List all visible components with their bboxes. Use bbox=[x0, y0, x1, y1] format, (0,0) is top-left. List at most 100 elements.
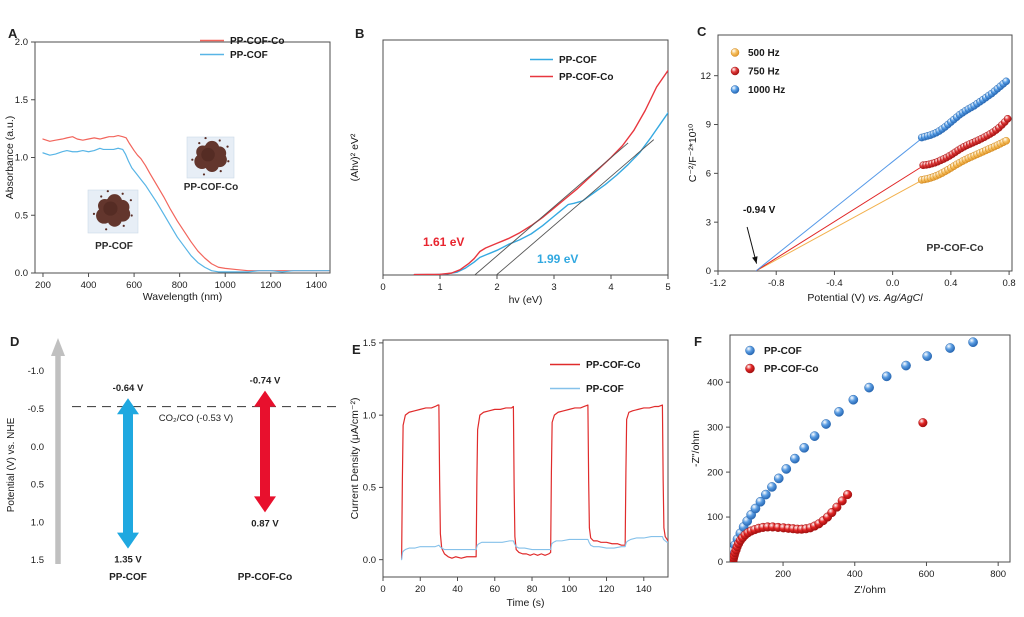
series-group bbox=[413, 69, 668, 275]
cb-potential-PP-COF-Co: -0.74 V bbox=[250, 376, 281, 387]
inset-label-PP-COF: PP-COF bbox=[95, 241, 133, 252]
legend: 500 Hz 750 Hz 1000 Hz bbox=[730, 48, 785, 96]
legend-label: PP-COF-Co bbox=[764, 364, 818, 375]
annotation-1.99 eV: 1.99 eV bbox=[537, 252, 578, 266]
panel-a-chart: 200 400 600 800 1000 1200 1400 0.0 0.5 1.0 1.5 2.0 W… bbox=[4, 36, 331, 303]
y-tick-label: 9 bbox=[706, 120, 711, 131]
inset-photo-PP-COF bbox=[87, 189, 139, 234]
fit-line bbox=[755, 136, 924, 271]
x-tick-label: 1200 bbox=[260, 280, 281, 291]
y-tick-label: -0.5 bbox=[28, 404, 44, 415]
y-tick-label: 1.0 bbox=[363, 410, 376, 421]
cb-potential-PP-COF: -0.64 V bbox=[113, 383, 144, 394]
panel-c-letter: C bbox=[697, 24, 707, 39]
x-tick-label: 0 bbox=[380, 584, 385, 595]
y-tick-label: 1.0 bbox=[31, 517, 44, 528]
y-axis-label: Current Density (μA/cm⁻²) bbox=[349, 398, 361, 520]
x-tick-label: 40 bbox=[452, 584, 463, 595]
data-point bbox=[750, 503, 761, 514]
x-axis-label: Time (s) bbox=[506, 597, 544, 609]
powder-sample-blob bbox=[92, 190, 133, 231]
arrow-head bbox=[752, 256, 758, 264]
legend-label: 750 Hz bbox=[748, 67, 780, 78]
y-tick-label: 2.0 bbox=[15, 37, 28, 48]
x-tick-label: 5 bbox=[665, 282, 670, 293]
data-point bbox=[864, 382, 874, 393]
x-tick-label: 100 bbox=[561, 584, 577, 595]
y-tick-label: 0.5 bbox=[363, 483, 376, 494]
data-point bbox=[1002, 77, 1011, 86]
axes bbox=[726, 334, 1011, 566]
data-point bbox=[945, 343, 955, 353]
annotation-1.61 eV: 1.61 eV bbox=[423, 235, 464, 249]
data-point bbox=[901, 360, 911, 371]
panel-c-mott-schottky: C -1.2 -0.8 -0.4 0.0 0.4 0.8 0 3 6 9 12 Potential (… bbox=[685, 0, 1024, 322]
series-line-PP-COF-Co bbox=[401, 404, 668, 559]
series-scatter-750 Hz bbox=[919, 114, 1012, 170]
inset-label-PP-COF-Co: PP-COF-Co bbox=[184, 182, 238, 193]
x-tick-label: 1 bbox=[437, 282, 442, 293]
x-tick-label: -0.4 bbox=[826, 278, 842, 289]
legend: PP-COF PP-COF-Co bbox=[745, 345, 818, 375]
inset-photo-PP-COF-Co bbox=[186, 136, 235, 179]
y-tick-label: 0 bbox=[706, 266, 711, 277]
legend-label: PP-COF bbox=[764, 346, 802, 357]
legend: PP-COF-Co PP-COF bbox=[200, 36, 284, 61]
panel-f-chart: 200 400 600 800 0 100 200 300 400 Z'/ohm -Z"/ohm PP… bbox=[690, 334, 1011, 596]
co2-co-reference-label: CO₂/CO (-0.53 V) bbox=[159, 413, 233, 424]
x-axis-label: Potential (V) vs. Ag/AgCl bbox=[807, 292, 923, 304]
panel-d-energy-diagram: D -1.0 -0.5 0.0 0.5 1.0 1.5 Potential (V) vs. … bbox=[0, 322, 345, 617]
legend-sphere-swatch bbox=[730, 48, 740, 57]
x-tick-label: 0 bbox=[380, 282, 385, 293]
x-tick-label: 600 bbox=[919, 569, 935, 580]
plot-frame bbox=[34, 41, 331, 274]
annotation-arrow bbox=[746, 226, 758, 264]
y-tick-label: -1.0 bbox=[28, 366, 44, 377]
y-tick-label: 400 bbox=[707, 377, 723, 388]
x-tick-label: 1400 bbox=[306, 280, 327, 291]
y-tick-label: 0.5 bbox=[31, 480, 44, 491]
vb-potential-PP-COF: 1.35 V bbox=[114, 555, 142, 566]
data-point bbox=[848, 394, 859, 405]
y-tick-label: 1.5 bbox=[363, 338, 376, 349]
y-tick-label: 0.0 bbox=[363, 555, 376, 566]
x-tick-label: 0.8 bbox=[1002, 278, 1015, 289]
legend-label: PP-COF bbox=[559, 55, 597, 66]
data-point bbox=[755, 496, 766, 507]
x-tick-label: 600 bbox=[126, 280, 142, 291]
legend-label: PP-COF-Co bbox=[230, 36, 284, 47]
plot-frame bbox=[382, 39, 669, 276]
data-point bbox=[837, 496, 847, 506]
data-point bbox=[918, 418, 928, 428]
fit-line bbox=[755, 179, 924, 271]
x-axis-label: Z'/ohm bbox=[854, 584, 886, 596]
data-point bbox=[834, 407, 844, 417]
series-line-PP-COF-Co bbox=[42, 134, 330, 272]
data-point bbox=[1002, 136, 1011, 145]
x-tick-label: -0.8 bbox=[768, 278, 784, 289]
plot-frame bbox=[382, 339, 669, 578]
series-line-PP-COF-Co bbox=[413, 69, 668, 275]
annotation--0.94 V: -0.94 V bbox=[743, 205, 776, 216]
y-tick-label: 100 bbox=[707, 512, 723, 523]
axes bbox=[31, 41, 331, 277]
legend-sphere-swatch bbox=[745, 363, 755, 374]
x-tick-label: 800 bbox=[172, 280, 188, 291]
x-tick-label: 80 bbox=[527, 584, 538, 595]
axes bbox=[382, 39, 669, 279]
legend-sphere-swatch bbox=[730, 85, 740, 94]
series-group bbox=[730, 337, 978, 562]
x-tick-label: -1.2 bbox=[710, 278, 726, 289]
powder-sample-blob bbox=[191, 136, 230, 176]
panel-b-letter: B bbox=[355, 26, 365, 41]
x-axis-label: hv (eV) bbox=[509, 294, 543, 306]
data-point bbox=[843, 490, 853, 500]
tangent-guide-line bbox=[474, 142, 629, 275]
legend-label: PP-COF-Co bbox=[559, 72, 613, 83]
data-point bbox=[781, 464, 792, 474]
x-tick-label: 20 bbox=[415, 584, 426, 595]
legend-label: PP-COF bbox=[586, 384, 624, 395]
y-axis-label: (Ahv)² eV² bbox=[349, 133, 361, 181]
data-point bbox=[1003, 114, 1012, 123]
